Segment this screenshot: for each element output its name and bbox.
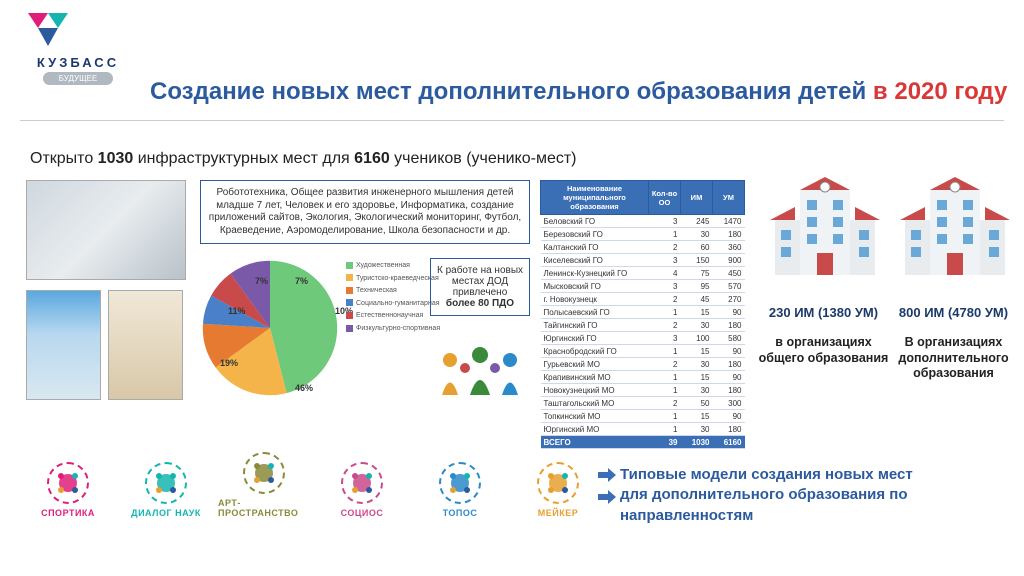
pdi-box: К работе на новых местах ДОД привлеченоб…	[430, 258, 530, 316]
arrow-icon	[598, 490, 616, 504]
model-item: АРТ-ПРОСТРАНСТВО	[218, 440, 310, 518]
model-item: ДИАЛОГ НАУК	[120, 440, 212, 518]
photo-classroom	[26, 180, 186, 280]
footer-text: Типовые модели создания новых местдля до…	[620, 465, 1015, 526]
pie-svg	[200, 258, 340, 398]
building-2-stat: 800 ИМ (4780 УМ)	[886, 305, 1021, 320]
divider	[20, 120, 1004, 121]
model-item: ТОПОС	[414, 440, 506, 518]
model-item: СПОРТИКА	[22, 440, 114, 518]
model-row: СПОРТИКА ДИАЛОГ НАУК АРТ-ПРОСТРАНСТВО СО…	[22, 440, 604, 518]
building-2-org: В организациях дополнительного образован…	[886, 335, 1021, 382]
description-box: Робототехника, Общее развития инженерног…	[200, 180, 530, 244]
logo-badge: БУДУЩЕЕ	[43, 72, 113, 85]
building-1-stat: 230 ИМ (1380 УМ)	[756, 305, 891, 320]
municipality-table: Наименование муниципального образованияК…	[540, 180, 745, 449]
people-icon	[430, 340, 530, 398]
building-icon-1	[765, 175, 885, 285]
model-item: МЕЙКЕР	[512, 440, 604, 518]
title-main: Создание новых мест дополнительного обра…	[150, 78, 873, 105]
model-item: СОЦИОС	[316, 440, 408, 518]
logo-mark-icon	[18, 8, 78, 48]
page-title: Создание новых мест дополнительного обра…	[150, 78, 1007, 106]
subtitle: Открыто 1030 инфраструктурных мест для 6…	[30, 150, 577, 168]
logo-text: КУЗБАСС	[18, 55, 138, 70]
logo: КУЗБАСС БУДУЩЕЕ	[18, 8, 138, 85]
photo-desk	[108, 290, 183, 400]
pie-legend: ХудожественнаяТуристско-краеведческаяТех…	[346, 260, 440, 336]
photo-storage	[26, 290, 101, 400]
title-year: в 2020 году	[873, 78, 1007, 105]
building-1-org: в организациях общего образования	[756, 335, 891, 366]
arrow-icon	[598, 468, 616, 482]
building-icon-2	[895, 175, 1015, 285]
